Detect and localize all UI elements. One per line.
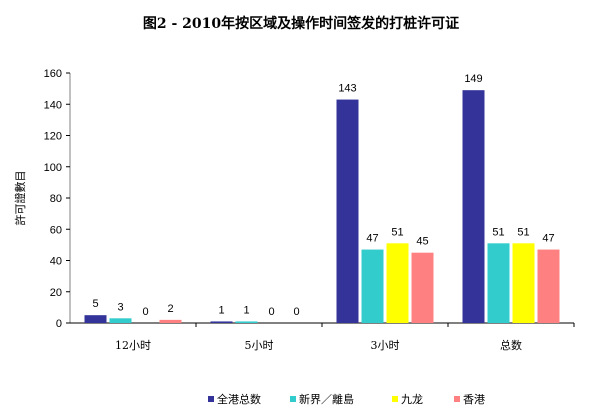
bar (210, 321, 233, 323)
data-label: 3 (117, 301, 123, 313)
data-label: 0 (142, 306, 148, 318)
bar (386, 243, 409, 323)
data-label: 143 (338, 83, 356, 95)
x-tick-label: 总数 (500, 338, 522, 352)
x-tick-label: 3小时 (371, 339, 400, 352)
bar (361, 249, 384, 323)
y-axis-label: 許可證數目 (13, 171, 27, 226)
data-label: 51 (517, 226, 529, 238)
chart-title: 图2 - 2010年按区域及操作时间签发的打桩许可证 (143, 15, 459, 32)
legend-swatch (290, 396, 296, 402)
data-label: 51 (391, 226, 403, 238)
bar (411, 252, 434, 323)
data-label: 45 (416, 236, 428, 248)
data-label: 47 (366, 233, 378, 245)
y-tick-label: 100 (44, 162, 62, 174)
y-tick-label: 80 (50, 193, 62, 205)
y-tick-label: 120 (44, 131, 62, 143)
data-label: 5 (92, 298, 98, 310)
data-label: 51 (492, 226, 504, 238)
y-tick-label: 20 (50, 287, 62, 299)
x-tick-label: 5小时 (245, 339, 274, 352)
x-tick-label: 12小时 (115, 339, 151, 352)
bar (84, 315, 107, 323)
y-tick-label: 140 (44, 99, 62, 111)
y-tick-label: 40 (50, 256, 62, 268)
legend-swatch (392, 396, 398, 402)
bar (336, 99, 359, 323)
y-tick-label: 160 (44, 68, 62, 80)
bar (109, 318, 132, 323)
legend-label: 新界／離島 (299, 392, 354, 406)
legend-label: 九龙 (401, 393, 423, 406)
y-tick-label: 60 (50, 224, 62, 236)
bar (537, 249, 560, 323)
data-label: 0 (268, 306, 274, 318)
bar (487, 243, 510, 323)
legend-swatch (454, 396, 460, 402)
data-label: 47 (542, 233, 554, 245)
bar (462, 90, 485, 323)
data-label: 1 (218, 304, 224, 316)
legend-label: 香港 (463, 393, 485, 406)
bar (159, 319, 182, 323)
data-label: 0 (293, 306, 299, 318)
bar (512, 243, 535, 323)
bar (235, 321, 258, 323)
data-label: 1 (243, 304, 249, 316)
y-tick-label: 0 (56, 318, 62, 330)
legend-label: 全港总数 (217, 392, 261, 406)
legend-swatch (208, 396, 214, 402)
data-label: 149 (464, 73, 482, 85)
data-label: 2 (167, 303, 173, 315)
